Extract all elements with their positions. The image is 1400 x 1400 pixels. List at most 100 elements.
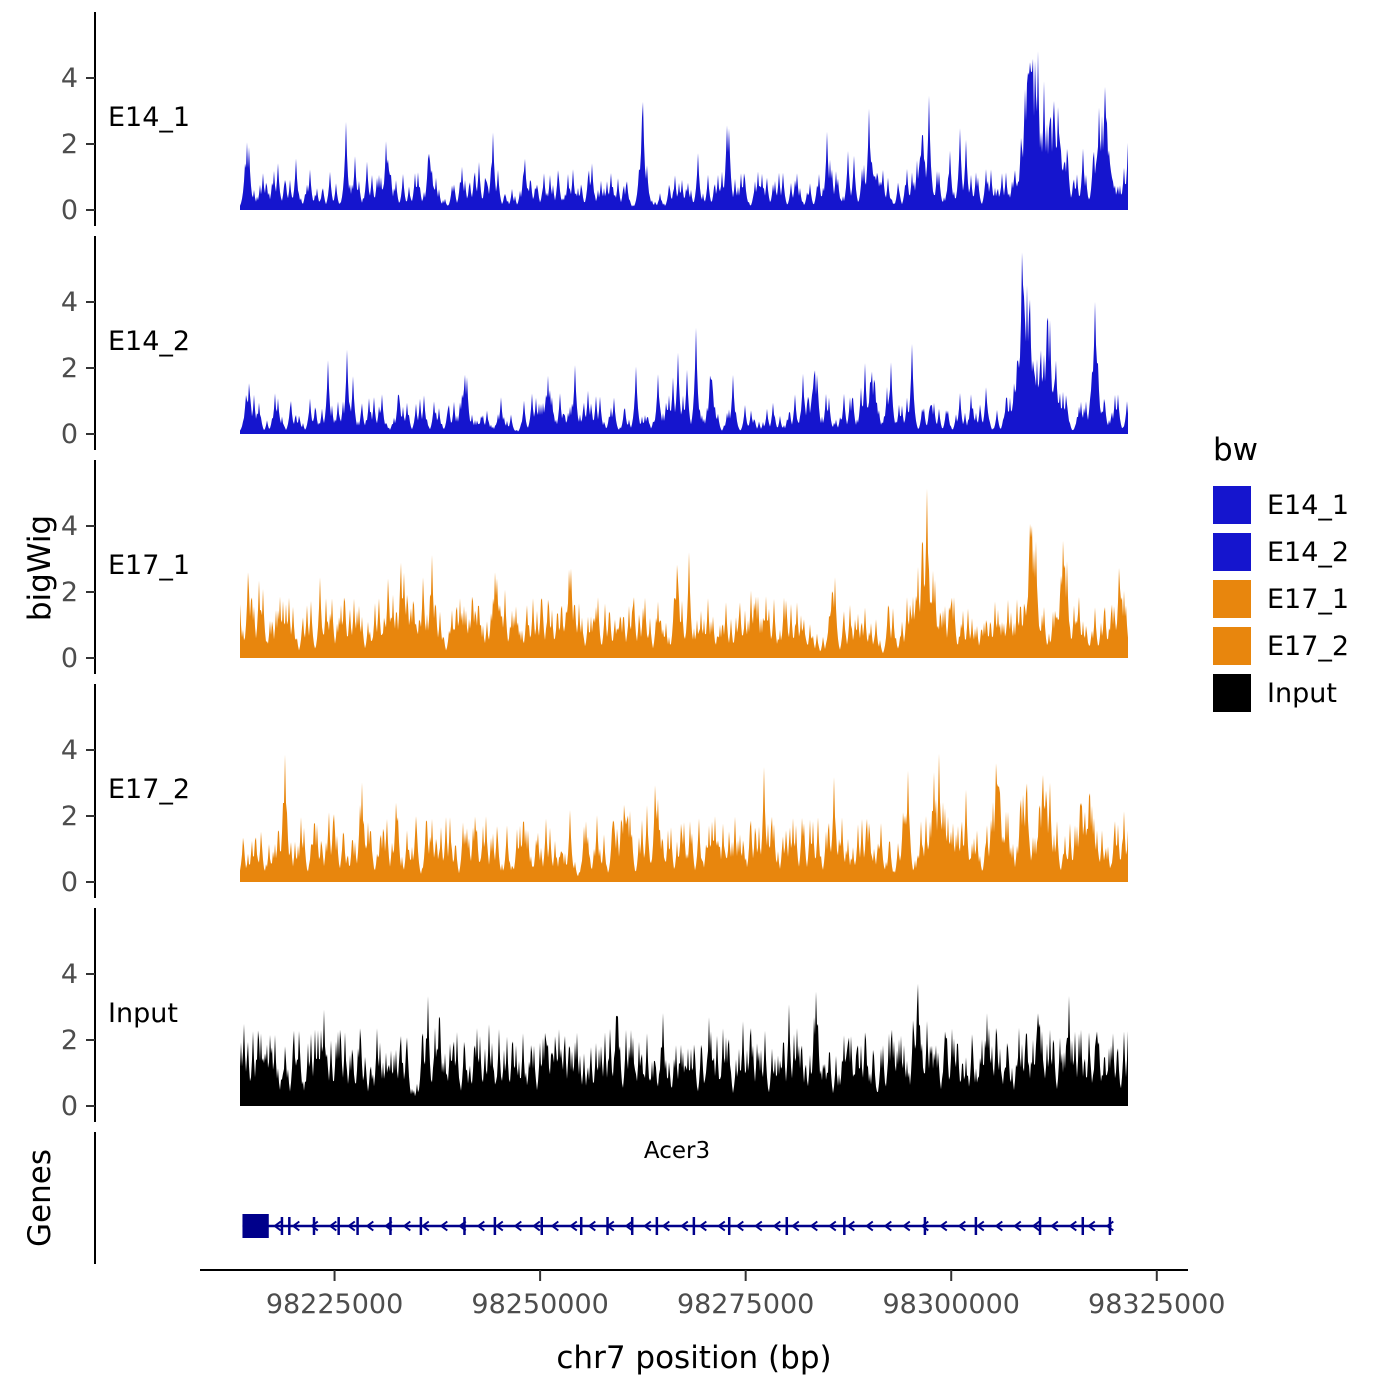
track-panel-E14_1: 0 2 4 E14_1	[0, 8, 1400, 232]
gene-strand-arrow	[791, 1220, 800, 1232]
gene-strand-arrow	[828, 1220, 837, 1232]
gene-strand-arrow	[939, 1220, 948, 1232]
gene-strand-arrow	[513, 1220, 522, 1232]
legend-entry-Input: Input	[1213, 674, 1349, 712]
track-label: E14_1	[108, 102, 190, 133]
track-label: E17_2	[108, 774, 190, 805]
gene-strand-arrow	[994, 1220, 1003, 1232]
x-tick-label: 98325000	[1088, 1289, 1225, 1320]
gene-strand-arrow	[1087, 1220, 1096, 1232]
y-tick-label: 2	[61, 801, 78, 832]
legend-label: E14_2	[1267, 536, 1350, 568]
y-tick-label: 4	[61, 287, 78, 318]
x-tick-label: 98300000	[883, 1289, 1020, 1320]
gene-strand-arrow	[273, 1220, 282, 1232]
track-panel-svg: 0 2 4 E14_2	[61, 236, 1128, 450]
legend-entry-E17_1: E17_1	[1213, 580, 1349, 618]
y-tick-label: 0	[61, 419, 78, 450]
y-tick-label: 2	[61, 1025, 78, 1056]
y-tick-label: 4	[61, 63, 78, 94]
legend-swatch	[1213, 580, 1251, 618]
gene-strand-arrow	[865, 1220, 874, 1232]
track-panel-E14_2: 0 2 4 E14_2	[0, 232, 1400, 456]
gene-strand-arrow	[458, 1220, 467, 1232]
gene-strand-arrow	[680, 1220, 689, 1232]
gene-strand-arrow	[717, 1220, 726, 1232]
track-panel-svg: 0 2 4 E17_2	[61, 684, 1128, 898]
gene-strand-arrow	[1050, 1220, 1059, 1232]
gene-strand-arrow	[846, 1220, 855, 1232]
legend-label: E17_2	[1267, 630, 1350, 662]
track-panel-E17_2: 0 2 4 E17_2	[0, 680, 1400, 904]
signal-area	[240, 983, 1128, 1106]
gene-strand-arrow	[587, 1220, 596, 1232]
gene-strand-arrow	[1105, 1220, 1114, 1232]
gene-strand-arrow	[254, 1220, 263, 1232]
y-tick-label: 2	[61, 129, 78, 160]
legend-label: E14_1	[1267, 489, 1350, 521]
track-panel-svg: 0 2 4 E14_1	[61, 12, 1128, 226]
gene-strand-arrow	[883, 1220, 892, 1232]
gene-strand-arrow	[550, 1220, 559, 1232]
gene-strand-arrow	[1013, 1220, 1022, 1232]
gene-strand-arrow	[347, 1220, 356, 1232]
legend-swatch	[1213, 486, 1251, 524]
gene-strand-arrow	[624, 1220, 633, 1232]
gene-strand-arrow	[328, 1220, 337, 1232]
gene-strand-arrow	[661, 1220, 670, 1232]
track-panel-svg: 0 2 4 Input	[61, 908, 1128, 1122]
gene-strand-arrow	[902, 1220, 911, 1232]
x-tick-label: 98275000	[677, 1289, 814, 1320]
x-axis: 98225000 98250000 98275000 98300000 98325000	[0, 1268, 1400, 1338]
legend-title: bw	[1213, 432, 1259, 468]
gene-strand-arrow	[643, 1220, 652, 1232]
gene-strand-arrow	[439, 1220, 448, 1232]
gene-strand-arrow	[606, 1220, 615, 1232]
gene-strand-arrow	[291, 1220, 300, 1232]
gene-strand-arrow	[809, 1220, 818, 1232]
x-axis-title: chr7 position (bp)	[556, 1340, 832, 1376]
y-axis-title-bigwig: bigWig	[22, 514, 58, 622]
legend-entry-E14_1: E14_1	[1213, 486, 1349, 524]
gene-strand-arrow	[754, 1220, 763, 1232]
gene-strand-arrow	[532, 1220, 541, 1232]
legend-entries: E14_1 E14_2 E17_1 E17_2 Input	[1213, 486, 1349, 712]
y-tick-label: 0	[61, 643, 78, 674]
gene-strand-arrow	[735, 1220, 744, 1232]
y-tick-label: 0	[61, 1091, 78, 1122]
legend-entry-E14_2: E14_2	[1213, 533, 1349, 571]
gene-strand-arrow	[1068, 1220, 1077, 1232]
gene-strand-arrow	[1031, 1220, 1040, 1232]
gene-strand-arrow	[772, 1220, 781, 1232]
gene-panel: Acer3	[0, 1128, 1400, 1268]
gene-strand-arrow	[402, 1220, 411, 1232]
gene-strand-arrow	[495, 1220, 504, 1232]
legend-swatch	[1213, 674, 1251, 712]
legend: bw E14_1 E14_2 E17_1 E17_2 Input	[1213, 432, 1349, 721]
gene-strand-arrow	[569, 1220, 578, 1232]
gene-strand-arrow	[957, 1220, 966, 1232]
track-panel-E17_1: 0 2 4 E17_1	[0, 456, 1400, 680]
y-tick-label: 4	[61, 511, 78, 542]
gene-strand-arrow	[476, 1220, 485, 1232]
track-label: E14_2	[108, 326, 190, 357]
legend-label: Input	[1267, 677, 1337, 709]
signal-area	[240, 252, 1128, 434]
y-tick-label: 4	[61, 959, 78, 990]
gene-strand-arrow	[310, 1220, 319, 1232]
gene-strand-arrow	[421, 1220, 430, 1232]
legend-swatch	[1213, 533, 1251, 571]
signal-area	[240, 51, 1128, 210]
coverage-panels: 0 2 4 E14_1 0 2 4 E14_2 0 2 4 E17_1 0 2 4 E17_2 0 2 4 Input	[0, 8, 1400, 1128]
y-tick-label: 0	[61, 195, 78, 226]
x-tick-label: 98225000	[266, 1289, 403, 1320]
gene-panel-svg: Acer3	[94, 1132, 1114, 1264]
gene-strand-arrow	[698, 1220, 707, 1232]
legend-entry-E17_2: E17_2	[1213, 627, 1349, 665]
y-tick-label: 2	[61, 353, 78, 384]
y-tick-label: 0	[61, 867, 78, 898]
signal-area	[240, 753, 1128, 882]
gene-strand-arrow	[384, 1220, 393, 1232]
gene-strand-arrow	[976, 1220, 985, 1232]
